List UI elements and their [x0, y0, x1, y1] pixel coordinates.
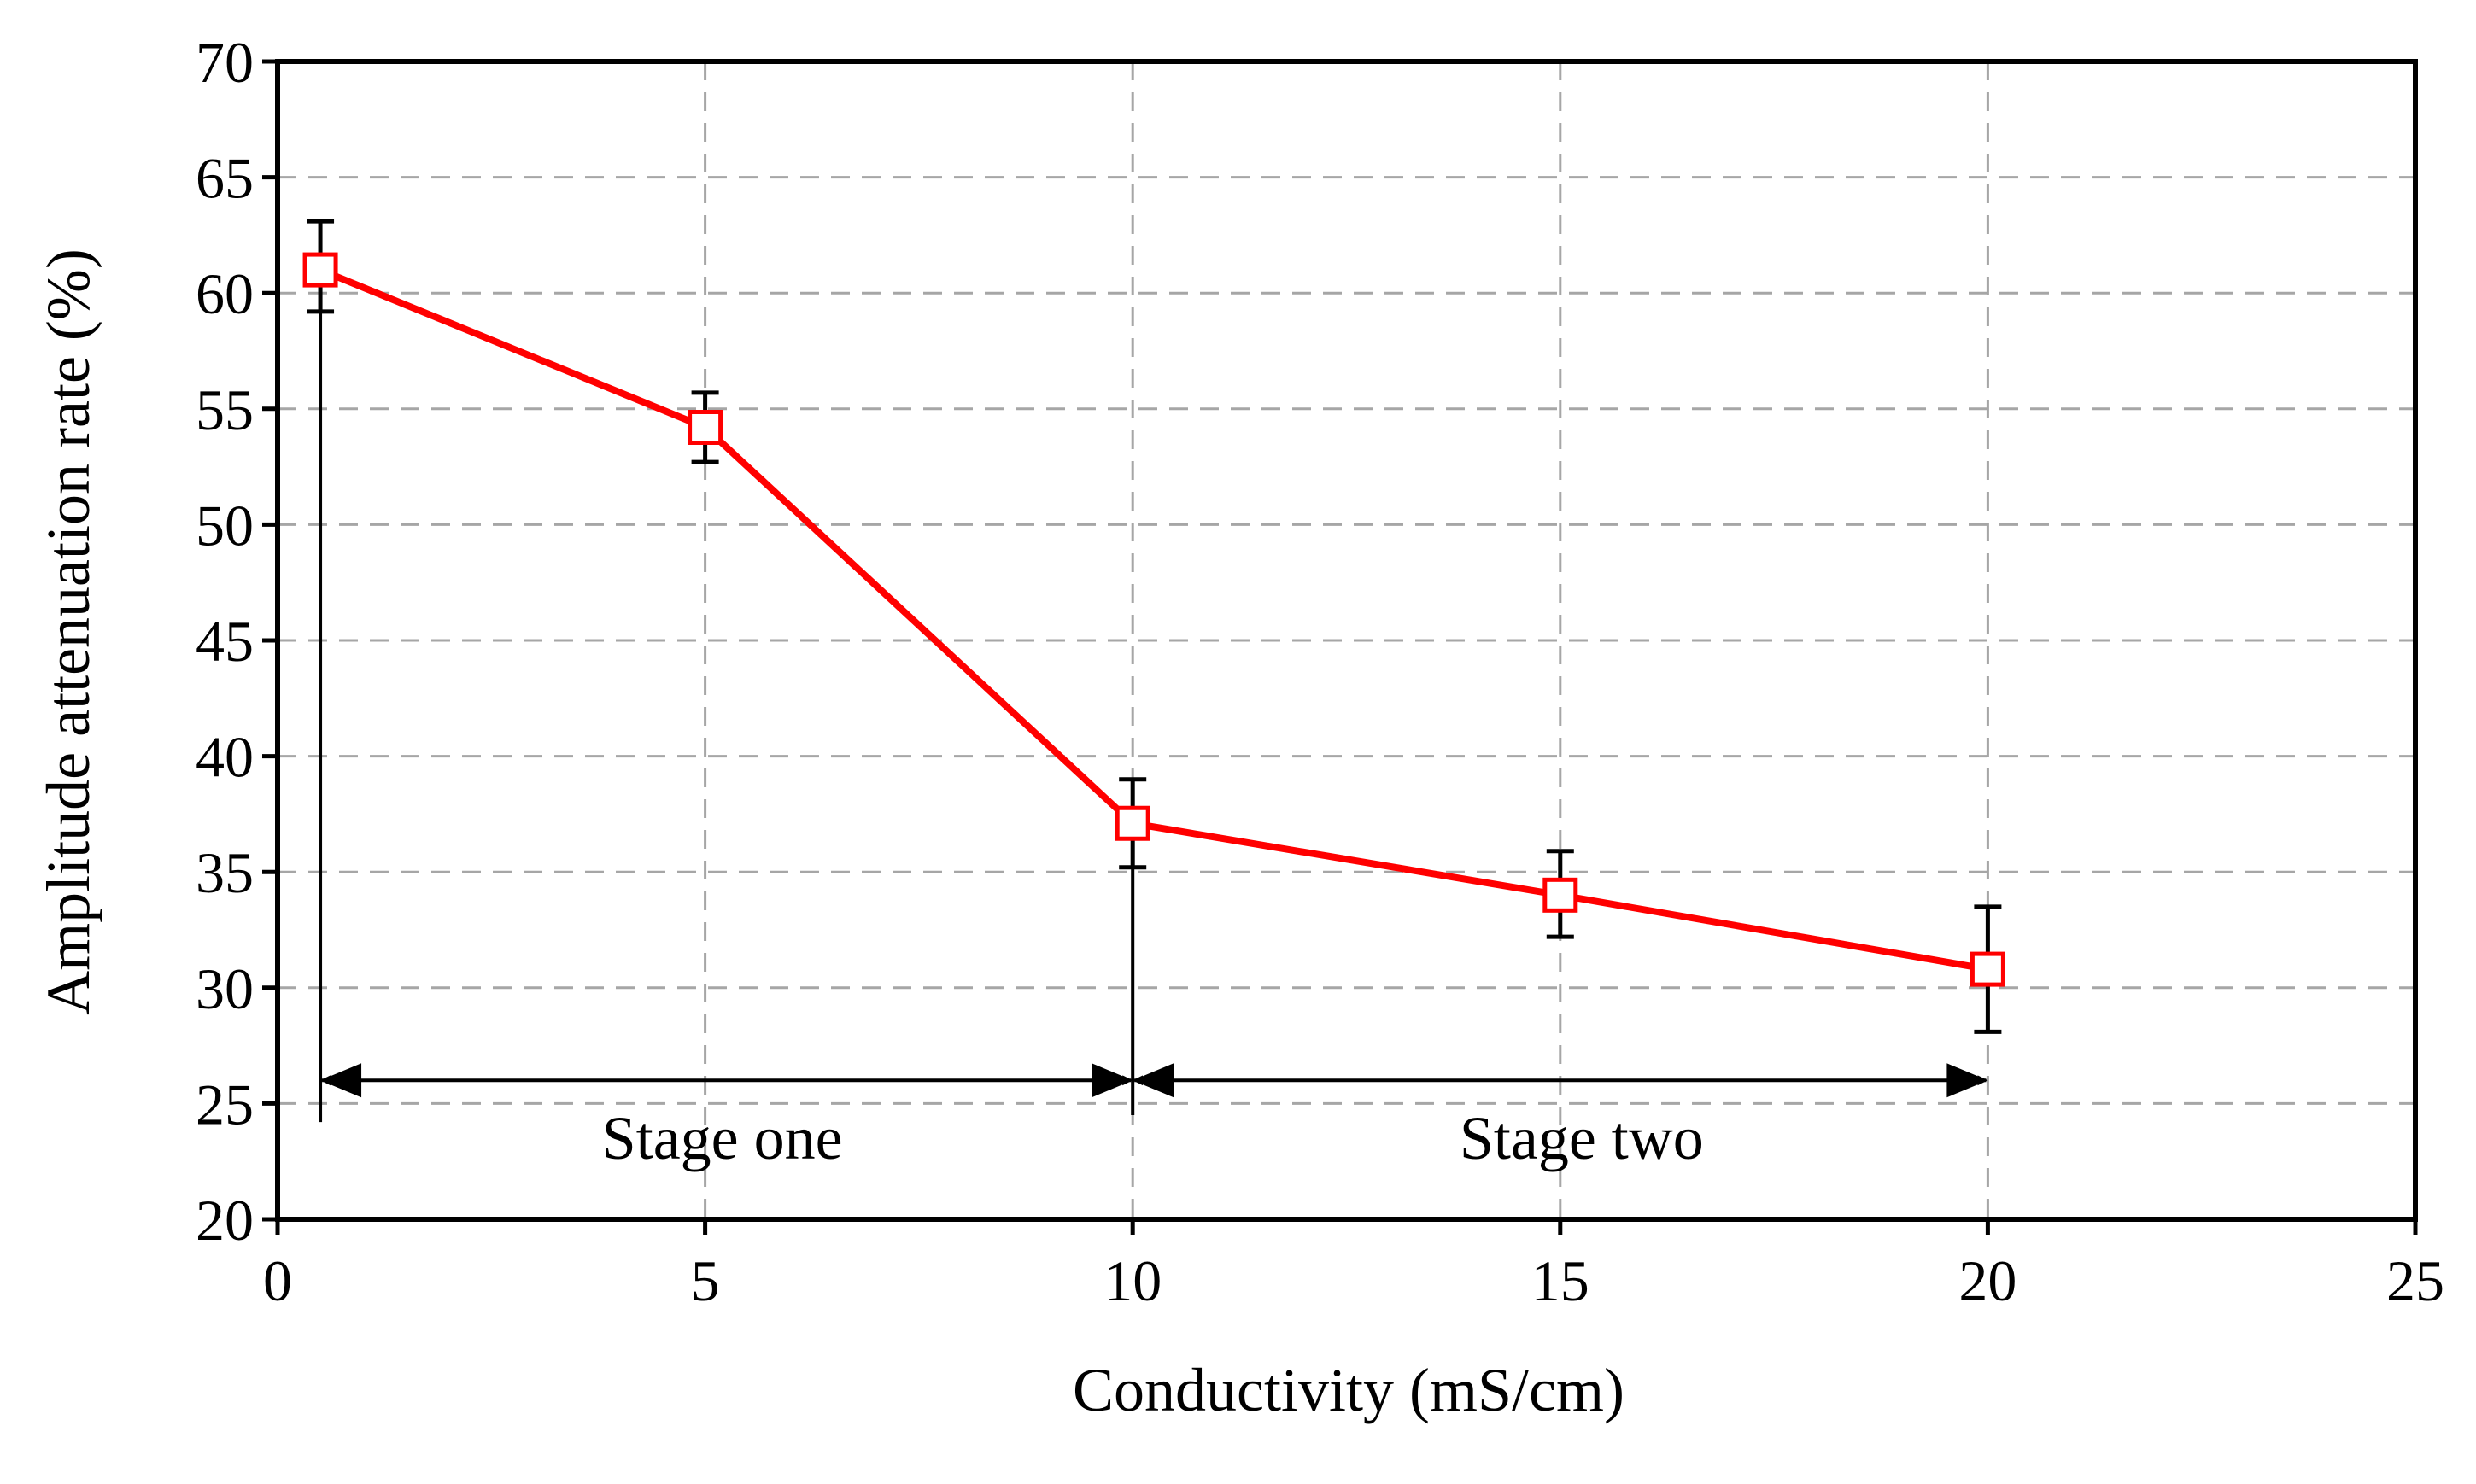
y-tick-label: 70 [196, 30, 254, 95]
data-point-marker [1115, 805, 1150, 841]
grid-layer [278, 61, 2415, 1219]
y-tick-label: 20 [196, 1188, 254, 1253]
y-tick-label: 25 [196, 1072, 254, 1136]
series-line [319, 266, 1989, 973]
stage-arrowhead-left [320, 1063, 362, 1098]
x-tick-label: 15 [1531, 1248, 1589, 1313]
data-point-marker [1542, 877, 1578, 913]
stage-arrowhead-left [1133, 1063, 1174, 1098]
data-point-marker [688, 409, 723, 445]
annotation-layer: Stage one Stage two [319, 311, 1988, 1172]
x-tick-label: 0 [263, 1248, 292, 1313]
stage-arrowhead-right [1092, 1063, 1133, 1098]
y-tick-label: 60 [196, 261, 254, 326]
y-tick-label: 40 [196, 725, 254, 790]
x-axis-title: Conductivity (mS/cm) [1073, 1356, 1624, 1424]
axis-layer [262, 59, 2418, 1235]
stage-label: Stage two [1460, 1104, 1704, 1172]
data-point-marker [302, 252, 338, 288]
x-tick-label: 10 [1103, 1248, 1162, 1313]
y-tick-label: 50 [196, 493, 254, 558]
plot-frame [275, 59, 2418, 1222]
series-layer [302, 252, 2005, 987]
stage-arrowhead-right [1946, 1063, 1988, 1098]
stage-label: Stage one [602, 1104, 843, 1172]
y-tick-label: 30 [196, 956, 254, 1021]
y-tick-label: 55 [196, 377, 254, 442]
y-tick-label: 35 [196, 840, 254, 905]
x-tick-label: 5 [691, 1248, 720, 1313]
x-tick-label: 25 [2386, 1248, 2444, 1313]
y-tick-label: 65 [196, 146, 254, 211]
y-tick-label: 45 [196, 609, 254, 674]
tick-label-layer: 20 25 30 35 40 45 50 55 60 65 70 0 5 10 15 20 25 [196, 30, 2444, 1313]
data-point-marker [1970, 951, 2005, 987]
y-axis-title: Amplitude attenuation rate (%) [34, 248, 102, 1015]
errorbar-layer [307, 219, 2002, 1034]
x-tick-label: 20 [1958, 1248, 2017, 1313]
